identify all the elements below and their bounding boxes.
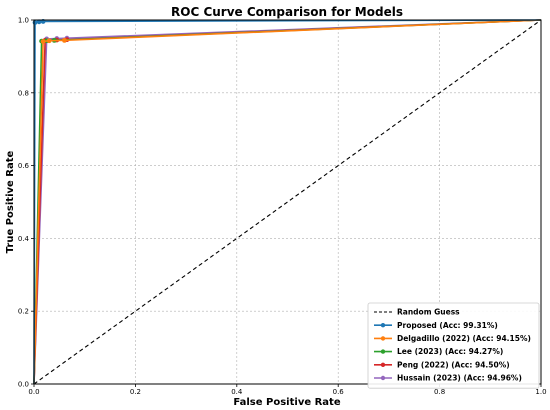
x-tick-label: 0.4 [231,388,243,396]
y-tick-label: 0.6 [18,162,30,170]
legend-marker [380,349,386,354]
legend-label: Peng (2022) (Acc: 94.50%) [397,360,510,369]
legend-marker [380,375,386,381]
legend-label: Hussain (2023) (Acc: 94.96%) [397,374,522,383]
series-point-0 [32,20,38,25]
legend-marker [380,362,386,367]
series-group [32,19,542,385]
x-tick-label: 0.8 [434,388,445,396]
x-tick-label: 1.0 [535,388,546,396]
y-tick-label: 1.0 [18,17,29,25]
y-axis-label: True Positive Rate [5,150,16,253]
legend-label: Lee (2023) (Acc: 94.27%) [397,347,503,356]
legend: Random Guess Proposed (Acc: 99.31%) Delgad… [367,302,540,389]
x-axis-label: False Positive Rate [233,397,340,408]
y-tick-label: 0.2 [18,308,29,316]
x-tick-label: 0.6 [333,388,345,396]
legend-label: Proposed (Acc: 99.31%) [397,321,498,330]
legend-label: Random Guess [397,308,460,317]
y-tick-label: 0.8 [18,89,29,97]
chart-title: ROC Curve Comparison for Models [171,5,403,19]
legend-marker [380,323,386,328]
legend-box [367,302,540,389]
x-tick-label: 0.2 [130,388,141,396]
reference-line [33,19,542,385]
y-tick-label: 0.4 [18,235,30,243]
y-tick-label: 0.0 [18,381,29,389]
legend-label: Delgadillo (2022) (Acc: 94.15%) [397,334,531,343]
series-point-1 [46,38,52,44]
series-point-0 [36,19,42,25]
series-point-1 [62,37,67,43]
series-point-1 [40,39,46,44]
x-tick-label: 0.0 [28,388,39,396]
legend-marker [380,336,386,341]
plot-frame [33,19,542,385]
axis-ticks: 0.0 0.2 0.4 0.6 0.8 1.0 0.0 0.2 0.4 0.6 0.8 1.0 [18,17,547,397]
random-guess-line [33,19,542,385]
